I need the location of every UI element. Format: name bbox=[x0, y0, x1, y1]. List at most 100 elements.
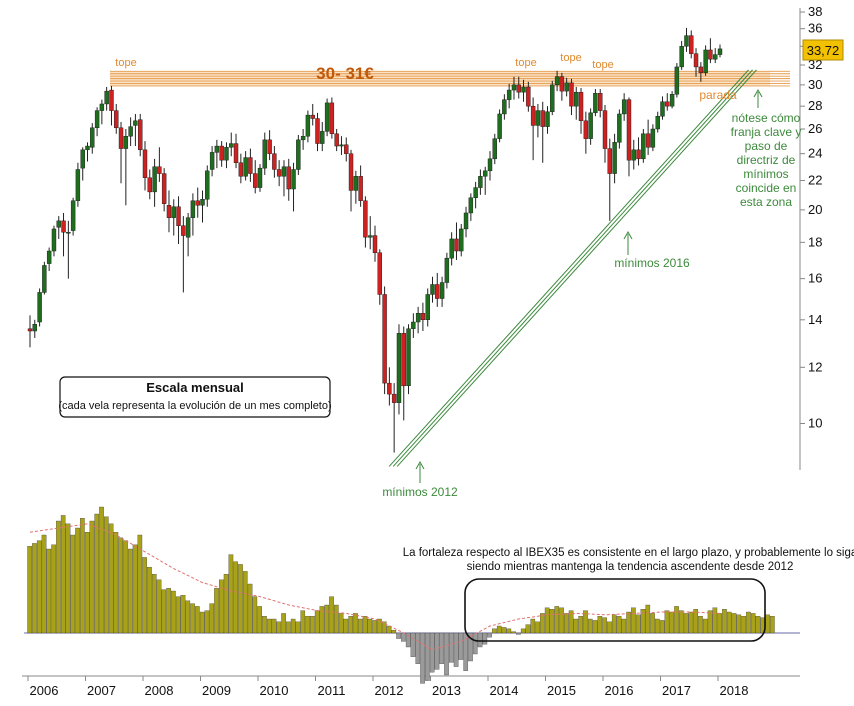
price-tick-label: 30 bbox=[808, 77, 822, 92]
indicator-highlight-box bbox=[464, 578, 766, 642]
indicator-bar bbox=[540, 613, 545, 634]
indicator-bar bbox=[27, 546, 32, 634]
indicator-bar bbox=[180, 595, 186, 634]
indicator-bar bbox=[199, 611, 205, 634]
candle-body bbox=[334, 133, 339, 147]
time-tick-label: 2007 bbox=[87, 683, 116, 698]
time-tick-label: 2015 bbox=[547, 683, 576, 698]
candle-body bbox=[152, 166, 157, 193]
indicator-bar bbox=[616, 616, 622, 634]
indicator-bar bbox=[477, 632, 483, 648]
candle-body bbox=[128, 126, 133, 137]
candle-body bbox=[142, 149, 148, 178]
indicator-bar bbox=[209, 603, 215, 634]
indicator-bar bbox=[314, 610, 320, 634]
indicator-bar bbox=[223, 574, 229, 634]
indicator-bar bbox=[348, 616, 353, 634]
candle-body bbox=[37, 292, 42, 323]
indicator-bar bbox=[544, 607, 550, 634]
indicator-bar bbox=[166, 588, 171, 634]
candle-body bbox=[511, 84, 517, 91]
indicator-bar bbox=[554, 606, 560, 634]
indicator-bar bbox=[118, 537, 123, 634]
indicator-bar bbox=[520, 628, 526, 634]
time-tick-label: 2012 bbox=[375, 683, 404, 698]
indicator-bar bbox=[650, 613, 655, 634]
candle-body bbox=[296, 139, 301, 170]
price-tick-label: 16 bbox=[808, 271, 822, 286]
indicator-bar bbox=[242, 571, 248, 634]
candle-body bbox=[372, 235, 378, 253]
candle-body bbox=[521, 86, 526, 93]
indicator-bar bbox=[271, 618, 277, 634]
price-tick-label: 26 bbox=[808, 121, 822, 136]
last-price-box bbox=[802, 39, 844, 61]
indicator-bar bbox=[765, 614, 770, 634]
candle-body bbox=[598, 93, 603, 111]
candle-body bbox=[262, 139, 267, 169]
indicator-bar bbox=[736, 614, 742, 634]
parada-label: parada bbox=[699, 88, 737, 102]
indicator-bar bbox=[228, 554, 234, 634]
candle-body bbox=[46, 250, 52, 264]
candle-body bbox=[574, 91, 579, 107]
indicator-bar bbox=[664, 610, 670, 634]
indicator-bar bbox=[219, 579, 224, 634]
indicator-bar bbox=[104, 516, 109, 634]
indicator-bar bbox=[722, 609, 727, 634]
candle-body bbox=[66, 232, 71, 234]
candle-body bbox=[353, 176, 359, 191]
indicator-bar bbox=[295, 621, 301, 634]
candle-body bbox=[703, 49, 708, 74]
candle-body bbox=[602, 110, 608, 149]
candle-body bbox=[669, 94, 675, 107]
indicator-bar bbox=[156, 579, 162, 634]
candle-body bbox=[61, 220, 66, 233]
candle-body bbox=[161, 173, 167, 204]
candle-body bbox=[420, 313, 426, 321]
candle-body bbox=[205, 170, 210, 200]
time-tick-label: 2006 bbox=[30, 683, 59, 698]
indicator-bar bbox=[190, 603, 195, 634]
candle-body bbox=[660, 101, 665, 117]
indicator-bar bbox=[324, 604, 330, 634]
price-tick-label: 10 bbox=[808, 416, 822, 431]
indicator-bar bbox=[602, 617, 607, 634]
candle-body bbox=[329, 102, 335, 134]
indicator-bar bbox=[161, 589, 167, 634]
candle-body bbox=[209, 152, 215, 170]
scale-note-box bbox=[59, 376, 331, 418]
indicator-bar bbox=[410, 632, 416, 657]
indicator-bar bbox=[655, 618, 660, 634]
candle-body bbox=[665, 101, 670, 107]
candle-body bbox=[502, 99, 507, 115]
support-trendline bbox=[388, 69, 749, 467]
indicator-bar bbox=[51, 544, 56, 634]
indicator-bar bbox=[84, 532, 90, 634]
candle-body bbox=[607, 148, 612, 174]
indicator-bar bbox=[511, 631, 516, 634]
indicator-bar bbox=[99, 506, 104, 634]
indicator-bar bbox=[693, 609, 698, 634]
indicator-bar bbox=[679, 610, 684, 634]
indicator-bar bbox=[75, 527, 80, 634]
candle-body bbox=[626, 99, 632, 161]
candle-body bbox=[363, 200, 368, 238]
note-line: nótese cómo bbox=[732, 111, 801, 125]
candle-body bbox=[645, 133, 651, 148]
indicator-bar bbox=[741, 616, 746, 634]
indicator-bar bbox=[429, 632, 435, 673]
candle-body bbox=[593, 93, 598, 114]
time-tick-label: 2013 bbox=[432, 683, 461, 698]
candle-body bbox=[70, 200, 76, 231]
candle-body bbox=[85, 145, 90, 151]
last-price-label: 33,72 bbox=[807, 43, 840, 58]
note-line: esta zona bbox=[740, 195, 792, 209]
indicator-bar bbox=[113, 532, 119, 634]
indicator-bar bbox=[482, 632, 488, 645]
indicator-bar bbox=[702, 618, 708, 634]
candle-body bbox=[257, 167, 263, 188]
indicator-bar bbox=[415, 632, 421, 664]
candle-body bbox=[75, 169, 81, 201]
candle-body bbox=[147, 177, 152, 193]
